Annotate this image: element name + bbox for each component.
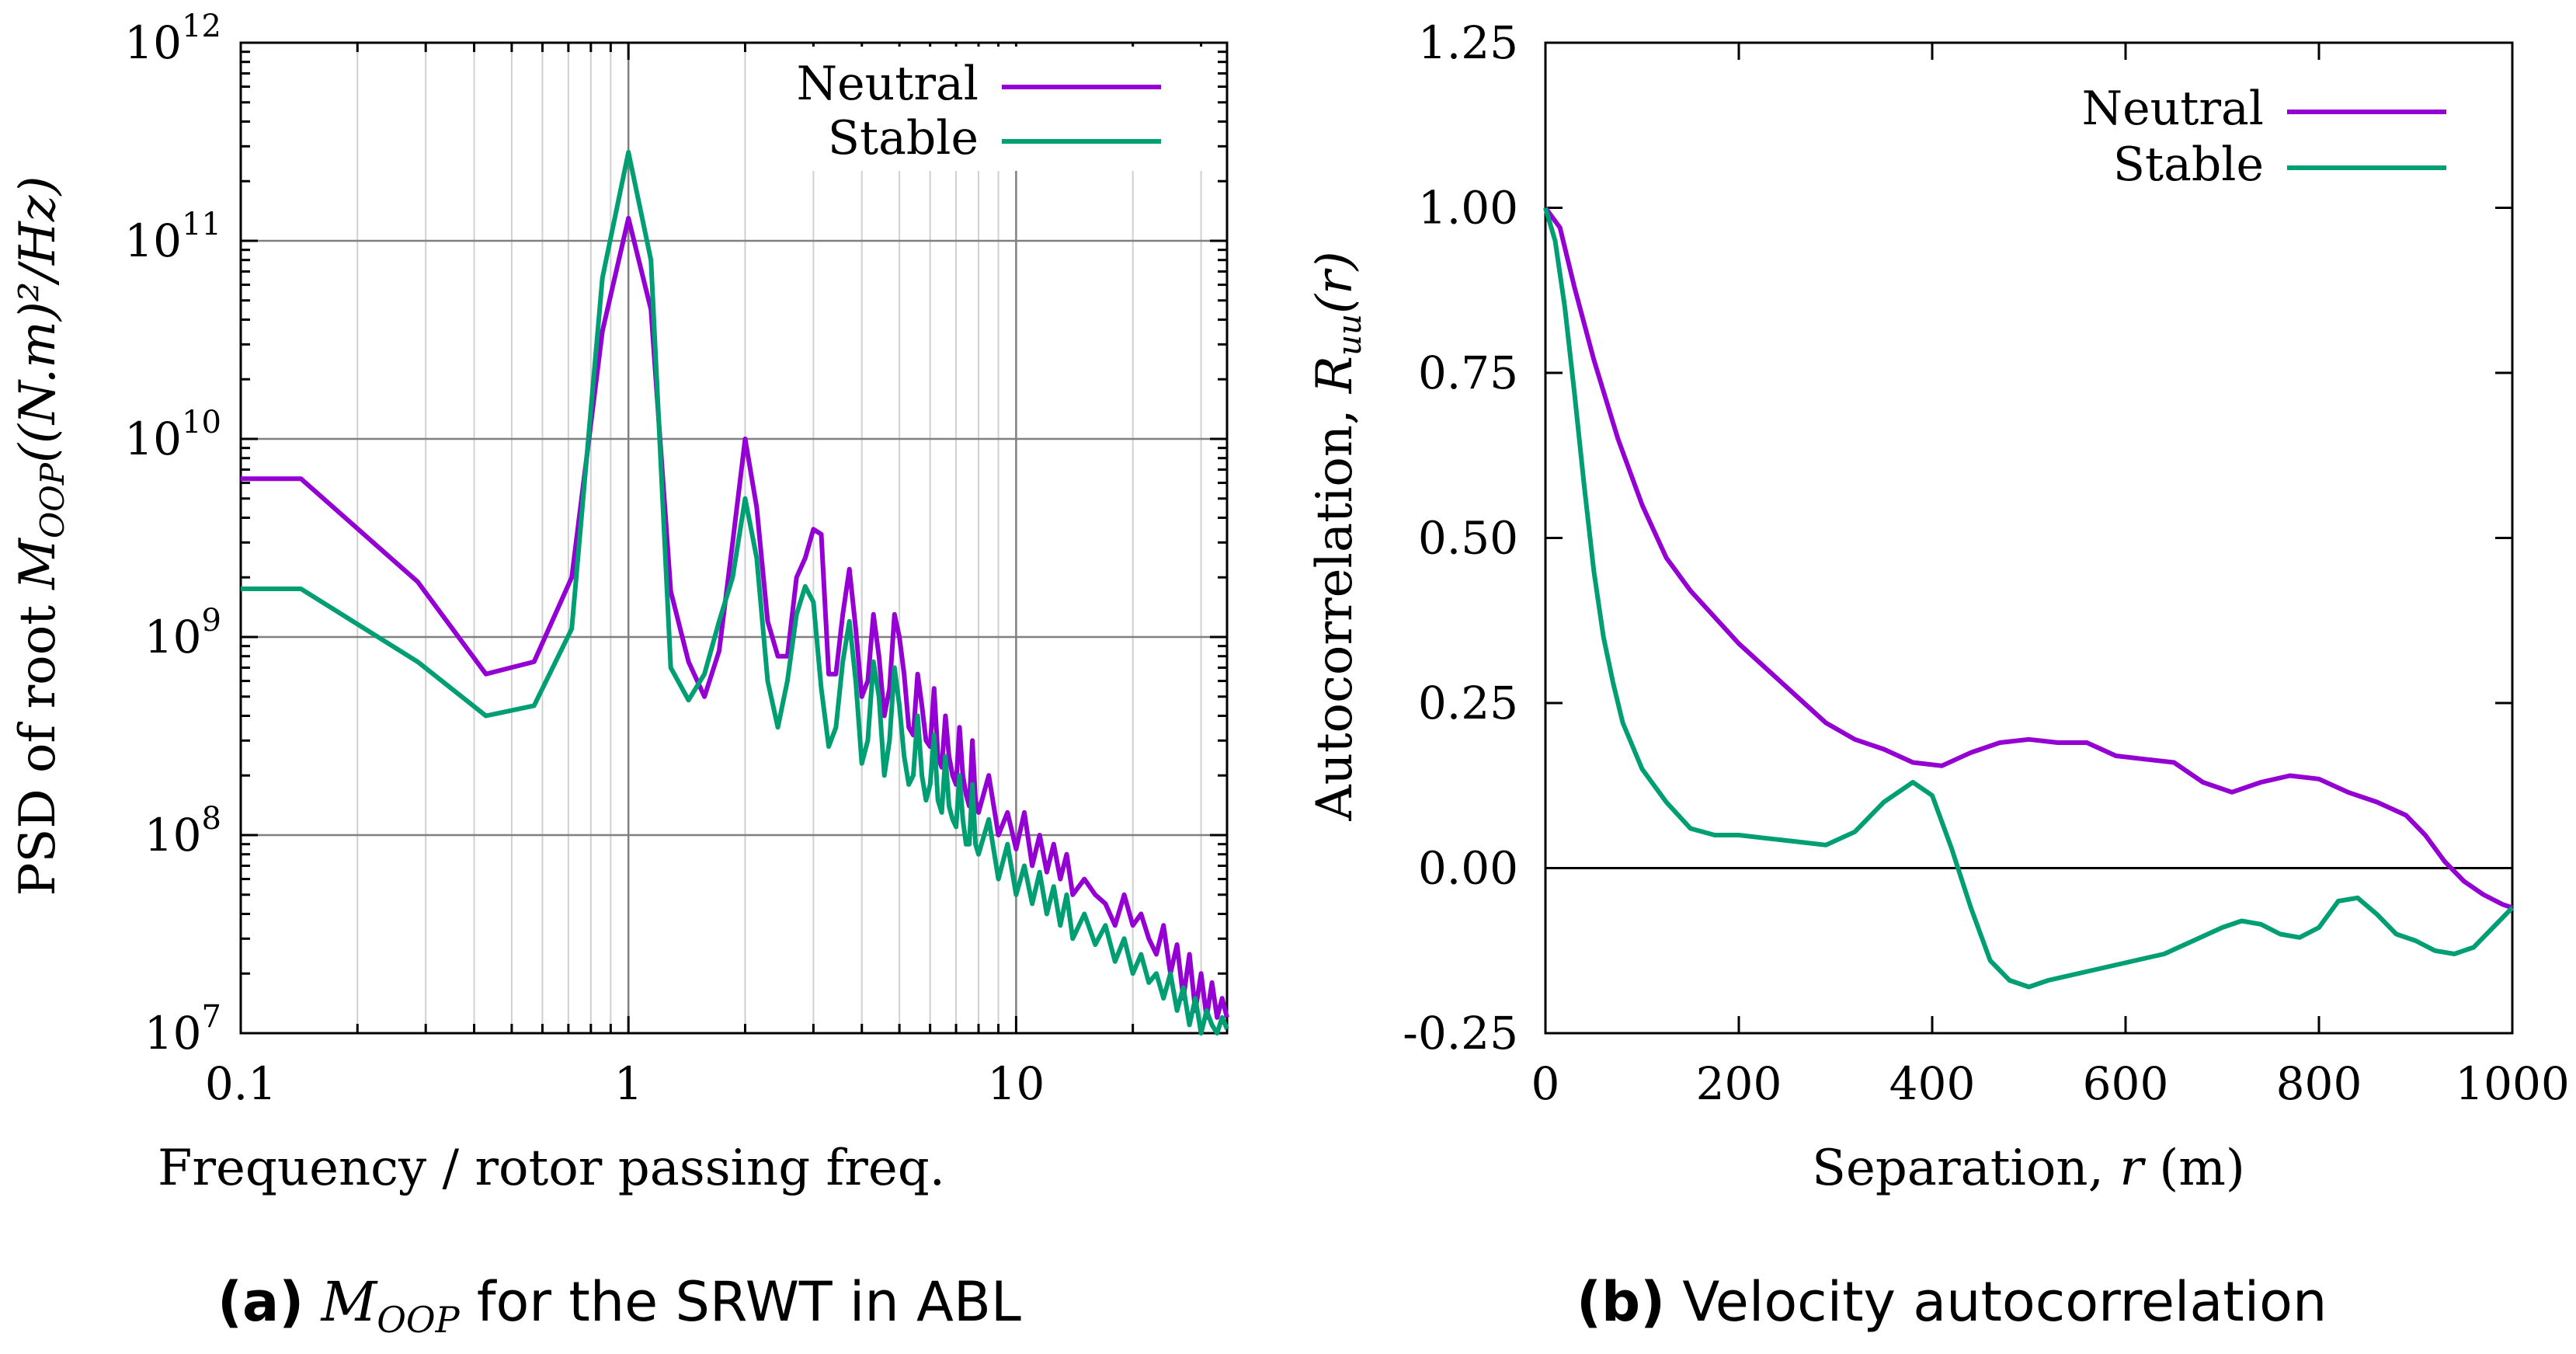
x-tick-label: 10 [987, 1057, 1045, 1110]
panel-b-legend: Neutral Stable [2082, 82, 2446, 192]
y-tick-label: 1.25 [1418, 16, 1518, 69]
x-tick-label: 800 [2276, 1057, 2362, 1110]
panel-a-y-label-sub: OOP [33, 462, 71, 538]
panel-b-x-label-prefix: Separation, [1812, 1140, 2119, 1197]
series-line-neutral [1543, 206, 2513, 910]
caption-a: (a) MOOP for the SRWT in ABL [217, 1270, 1021, 1343]
legend-label-neutral-b: Neutral [2082, 82, 2264, 136]
y-tick-label: 109 [144, 603, 221, 663]
y-tick-label: 1.00 [1418, 182, 1518, 235]
panel-a-series-lines [241, 150, 1229, 1036]
panel-b-y-label-sub: uu [1330, 314, 1368, 356]
caption-b-tag: (b) [1577, 1270, 1666, 1334]
panel-b-ticks [1544, 41, 2514, 1035]
x-tick-label: 200 [1696, 1057, 1782, 1110]
series-line-neutral [241, 215, 1229, 1020]
panel-b-x-axis-label: Separation, r (m) [1812, 1140, 2245, 1197]
panel-b-x-label-suffix: (m) [2143, 1140, 2245, 1197]
x-tick-label: 400 [1889, 1057, 1976, 1110]
panel-b-autocorrelation-chart: -0.25 0.00 0.25 0.50 0.75 1.00 1.25 0 200 400 600… [1306, 16, 2570, 1197]
y-tick-label: -0.25 [1403, 1007, 1518, 1060]
series-line-stable [1543, 207, 2515, 990]
legend-label-stable-b: Stable [2113, 137, 2264, 192]
legend-label-neutral: Neutral [797, 57, 979, 111]
y-tick-label: 1011 [124, 207, 221, 267]
y-tick-label: 1010 [124, 405, 221, 465]
x-tick-label: 1000 [2455, 1057, 2570, 1110]
y-tick-label: 107 [144, 999, 221, 1060]
caption-b: (b) Velocity autocorrelation [1577, 1270, 2327, 1334]
panel-b-frame [1544, 41, 2514, 1035]
x-tick-label: 600 [2083, 1057, 2169, 1110]
panel-a-y-axis-label: PSD of root MOOP((N.m)²/Hz) [9, 176, 71, 896]
panel-a-psd-chart: 107 108 109 1010 1011 1012 0.1 1 10 Neutral Sta… [9, 9, 1229, 1197]
caption-a-sub: OOP [377, 1299, 460, 1341]
caption-a-var: M [321, 1270, 377, 1334]
panel-a-legend-background [769, 47, 1215, 171]
panel-b-x-label-var: r [2119, 1140, 2146, 1197]
caption-b-text: Velocity autocorrelation [1682, 1270, 2327, 1334]
panel-b-y-tick-labels: -0.25 0.00 0.25 0.50 0.75 1.00 1.25 [1403, 16, 1518, 1060]
y-tick-label: 0.25 [1418, 677, 1518, 729]
caption-a-text: for the SRWT in ABL [476, 1270, 1021, 1334]
x-tick-label: 0 [1531, 1057, 1560, 1110]
panel-a-grid [241, 43, 1227, 1033]
panel-b-y-label-suffix: (r) [1306, 251, 1364, 314]
panel-a-ticks [241, 43, 1227, 1035]
y-tick-label: 1012 [124, 9, 221, 69]
panel-a-y-label-var: M [9, 538, 67, 590]
panel-a-y-tick-labels: 107 108 109 1010 1011 1012 [124, 9, 221, 1060]
panel-b-series-lines [1543, 206, 2515, 990]
caption-a-tag: (a) [217, 1270, 304, 1334]
panel-b-y-label-var: R [1306, 356, 1364, 394]
panel-a-x-axis-label: Frequency / rotor passing freq. [158, 1140, 945, 1197]
y-tick-label: 0.50 [1418, 512, 1518, 565]
panel-a-frame [239, 41, 1229, 1035]
legend-label-stable: Stable [828, 111, 979, 165]
panel-a-legend: Neutral Stable [769, 47, 1215, 171]
panel-a-y-label-prefix: PSD of root [9, 590, 67, 896]
y-tick-label: 0.75 [1418, 346, 1518, 399]
y-tick-label: 0.00 [1418, 842, 1518, 895]
x-tick-label: 0.1 [205, 1057, 276, 1110]
panel-a-x-tick-labels: 0.1 1 10 [205, 1057, 1045, 1110]
x-tick-label: 1 [614, 1057, 643, 1110]
panel-a-y-label-unit: ((N.m)²/Hz) [9, 176, 67, 463]
y-tick-label: 108 [144, 801, 221, 861]
panel-b-y-label-prefix: Autocorrelation, [1306, 393, 1364, 821]
panel-b-x-tick-labels: 0 200 400 600 800 1000 [1531, 1057, 2570, 1110]
series-line-stable [241, 150, 1229, 1036]
panel-b-y-axis-label: Autocorrelation, Ruu(r) [1306, 251, 1368, 821]
